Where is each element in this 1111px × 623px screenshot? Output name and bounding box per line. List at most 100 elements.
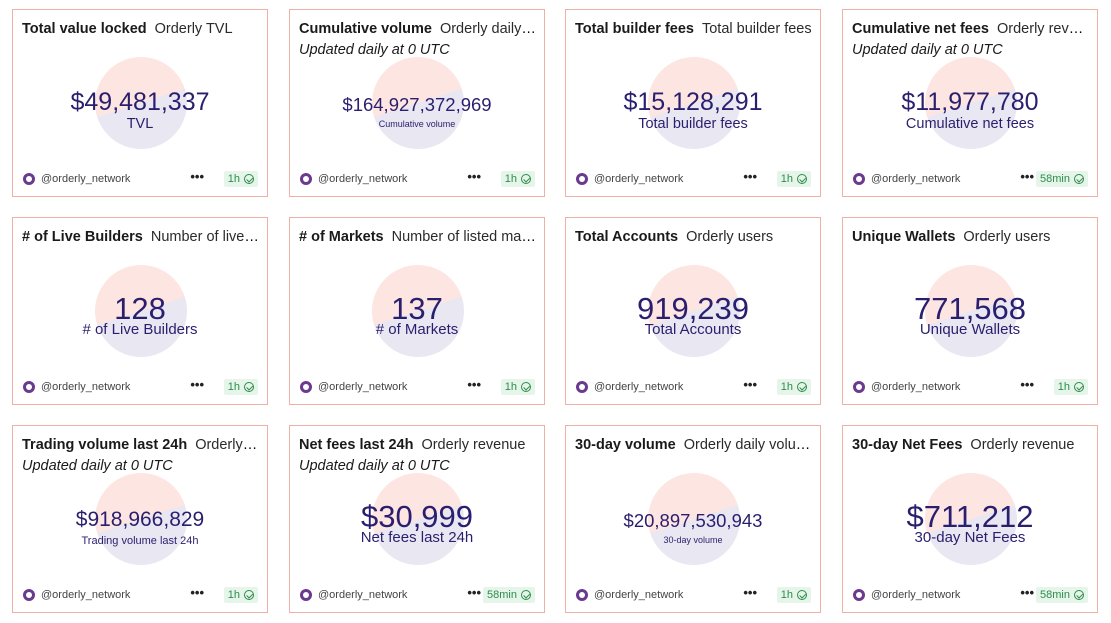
more-options-button[interactable]: •••: [467, 169, 481, 184]
more-options-button[interactable]: •••: [467, 585, 481, 600]
more-options-button[interactable]: •••: [190, 585, 204, 600]
more-options-button[interactable]: •••: [1020, 377, 1034, 392]
user-avatar-icon[interactable]: [853, 173, 865, 185]
more-options-button[interactable]: •••: [190, 377, 204, 392]
refresh-badge[interactable]: 1h: [500, 171, 535, 187]
counter-label: Cumulative net fees: [905, 116, 1035, 132]
query-name-link[interactable]: Orderly d...: [195, 437, 259, 453]
card-title: Total Accounts: [575, 229, 679, 245]
counter-card[interactable]: Unique Wallets Orderly users 771,568 Uniq…: [842, 217, 1098, 405]
refresh-badge[interactable]: 1h: [223, 587, 258, 603]
refresh-badge[interactable]: 58min: [483, 587, 535, 603]
card-header: Cumulative net fees Orderly reven...: [852, 20, 1089, 38]
more-options-button[interactable]: •••: [467, 377, 481, 392]
query-name-link[interactable]: Orderly reven...: [997, 21, 1089, 37]
refresh-interval: 58min: [1040, 589, 1070, 601]
counter-value: $15,128,291: [623, 88, 763, 116]
more-options-button[interactable]: •••: [1020, 585, 1034, 600]
owner-link[interactable]: @orderly_network: [41, 381, 131, 393]
user-avatar-icon[interactable]: [23, 589, 35, 601]
counter-card[interactable]: Net fees last 24h Orderly revenue Updated…: [289, 425, 545, 613]
counter-card[interactable]: # of Markets Number of listed mar... 137 …: [289, 217, 545, 405]
refresh-interval: 1h: [780, 173, 793, 185]
query-name-link[interactable]: Total builder fees: [701, 21, 812, 37]
counter-card[interactable]: Cumulative volume Orderly daily v... Upda…: [289, 9, 545, 197]
query-name-link[interactable]: Number of listed mar...: [391, 229, 536, 245]
counter-card[interactable]: Total value locked Orderly TVL $49,481,33…: [12, 9, 268, 197]
counter-label: Unique Wallets: [919, 321, 1021, 338]
more-options-button[interactable]: •••: [190, 169, 204, 184]
user-avatar-icon[interactable]: [853, 381, 865, 393]
card-footer: @orderly_network ••• 1h: [853, 377, 1088, 395]
owner-link[interactable]: @orderly_network: [41, 589, 131, 601]
query-name-link[interactable]: Orderly users: [686, 229, 774, 245]
owner-link[interactable]: @orderly_network: [318, 381, 408, 393]
counter-card[interactable]: Total Accounts Orderly users 919,239 Tota…: [565, 217, 821, 405]
user-avatar-icon[interactable]: [300, 589, 312, 601]
counter-background-circle: [372, 473, 464, 565]
counter-card[interactable]: Cumulative net fees Orderly reven... Upda…: [842, 9, 1098, 197]
user-avatar-icon[interactable]: [576, 381, 588, 393]
owner-link[interactable]: @orderly_network: [318, 173, 408, 185]
counter-value: $49,481,337: [70, 88, 210, 116]
card-footer: @orderly_network ••• 1h: [23, 169, 258, 187]
owner-link[interactable]: @orderly_network: [318, 589, 408, 601]
card-header: Cumulative volume Orderly daily v...: [299, 20, 536, 38]
owner-link[interactable]: @orderly_network: [41, 173, 131, 185]
card-subtitle: Updated daily at 0 UTC: [299, 42, 450, 58]
user-avatar-icon[interactable]: [23, 381, 35, 393]
owner-link[interactable]: @orderly_network: [871, 381, 961, 393]
refresh-badge[interactable]: 1h: [223, 171, 258, 187]
counter-card[interactable]: 30-day Net Fees Orderly revenue $711,212 …: [842, 425, 1098, 613]
query-name-link[interactable]: Orderly users: [963, 229, 1051, 245]
user-avatar-icon[interactable]: [23, 173, 35, 185]
owner-link[interactable]: @orderly_network: [871, 173, 961, 185]
counter-background-circle: [648, 57, 740, 149]
counter-card[interactable]: Total builder fees Total builder fees $15…: [565, 9, 821, 197]
counter-card[interactable]: 30-day volume Orderly daily volume $20,89…: [565, 425, 821, 613]
counter-card[interactable]: # of Live Builders Number of live b... 12…: [12, 217, 268, 405]
counter-label: # of Markets: [375, 321, 459, 338]
refresh-badge[interactable]: 1h: [1053, 379, 1088, 395]
card-title: Cumulative volume: [299, 21, 432, 37]
query-name-link[interactable]: Number of live b...: [150, 229, 259, 245]
check-circle-icon: [521, 590, 531, 600]
query-name-link[interactable]: Orderly daily v...: [439, 21, 536, 37]
refresh-badge[interactable]: 1h: [776, 587, 811, 603]
counter-card[interactable]: Trading volume last 24h Orderly d... Upda…: [12, 425, 268, 613]
check-circle-icon: [521, 382, 531, 392]
more-options-button[interactable]: •••: [1020, 169, 1034, 184]
user-avatar-icon[interactable]: [853, 589, 865, 601]
counter-label: Net fees last 24h: [360, 529, 474, 546]
user-avatar-icon[interactable]: [300, 173, 312, 185]
query-name-link[interactable]: Orderly revenue: [421, 437, 526, 453]
user-avatar-icon[interactable]: [576, 589, 588, 601]
refresh-badge[interactable]: 1h: [500, 379, 535, 395]
more-options-button[interactable]: •••: [743, 585, 757, 600]
counter-label: 30-day Net Fees: [914, 529, 1026, 546]
user-avatar-icon[interactable]: [300, 381, 312, 393]
refresh-badge[interactable]: 58min: [1036, 171, 1088, 187]
refresh-badge[interactable]: 1h: [776, 379, 811, 395]
more-options-button[interactable]: •••: [743, 169, 757, 184]
counter-value: $30,999: [360, 499, 474, 534]
owner-link[interactable]: @orderly_network: [594, 589, 684, 601]
refresh-badge[interactable]: 1h: [223, 379, 258, 395]
owner-link[interactable]: @orderly_network: [594, 173, 684, 185]
check-circle-icon: [244, 382, 254, 392]
owner-link[interactable]: @orderly_network: [594, 381, 684, 393]
card-subtitle: Updated daily at 0 UTC: [852, 42, 1003, 58]
query-name-link[interactable]: Orderly revenue: [970, 437, 1075, 453]
card-subtitle: Updated daily at 0 UTC: [22, 458, 173, 474]
counter-background-circle: [95, 57, 187, 149]
user-avatar-icon[interactable]: [576, 173, 588, 185]
query-name-link[interactable]: Orderly daily volume: [683, 437, 812, 453]
more-options-button[interactable]: •••: [743, 377, 757, 392]
refresh-badge[interactable]: 1h: [776, 171, 811, 187]
refresh-badge[interactable]: 58min: [1036, 587, 1088, 603]
counter-background-circle: [95, 473, 187, 565]
card-title: Cumulative net fees: [852, 21, 989, 37]
owner-link[interactable]: @orderly_network: [871, 589, 961, 601]
query-name-link[interactable]: Orderly TVL: [154, 21, 233, 37]
check-circle-icon: [1074, 174, 1084, 184]
